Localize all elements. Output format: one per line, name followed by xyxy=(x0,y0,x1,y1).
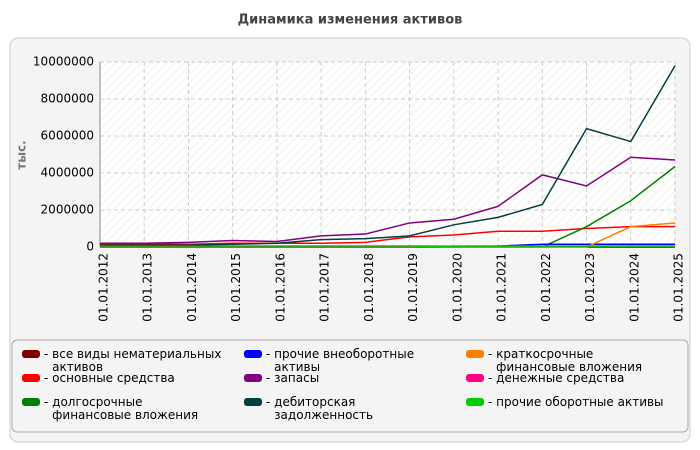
legend-swatch xyxy=(22,374,40,382)
legend-swatch xyxy=(466,398,484,406)
x-tick-label: 01.01.2024 xyxy=(627,253,641,322)
legend-label: прочие внеоборотные активы xyxy=(274,347,415,374)
legend-dash: - xyxy=(266,395,275,409)
x-tick-label: 01.01.2013 xyxy=(141,253,155,322)
legend-dash: - xyxy=(488,395,497,409)
legend-label: все виды нематериальных активов xyxy=(52,347,222,374)
legend-label: основные средства xyxy=(52,371,175,385)
legend-item: - денежные средства xyxy=(466,372,671,385)
legend-item: - прочие внеоборотные активы xyxy=(244,348,444,374)
legend-dash: - xyxy=(44,371,53,385)
legend-item: - долгосрочные финансовые вложения xyxy=(22,396,222,422)
plot-area xyxy=(100,62,675,247)
legend-item: - все виды нематериальных активов xyxy=(22,348,222,374)
chart-title: Динамика изменения активов xyxy=(238,13,463,28)
y-tick-label: 10000000 xyxy=(33,55,94,69)
y-tick-label: 2000000 xyxy=(41,203,94,217)
legend-dash: - xyxy=(266,371,275,385)
legend-swatch xyxy=(244,398,262,406)
x-tick-label: 01.01.2016 xyxy=(273,253,287,322)
legend-swatch xyxy=(244,350,262,358)
legend-item: - основные средства xyxy=(22,372,222,385)
legend-box xyxy=(11,339,689,433)
legend-dash: - xyxy=(488,347,497,361)
x-tick-label: 01.01.2012 xyxy=(97,253,111,322)
legend-swatch xyxy=(244,374,262,382)
x-tick-label: 01.01.2022 xyxy=(539,253,553,322)
y-tick-label: 6000000 xyxy=(41,129,94,143)
legend-item: - краткосрочные финансовые вложения xyxy=(466,348,671,374)
x-tick-label: 01.01.2015 xyxy=(229,253,243,322)
legend-swatch xyxy=(466,374,484,382)
legend-dash: - xyxy=(266,347,275,361)
legend-dash: - xyxy=(44,347,53,361)
y-axis-label: тыс. xyxy=(15,140,29,169)
x-tick-label: 01.01.2018 xyxy=(362,253,376,322)
legend-dash: - xyxy=(44,395,53,409)
series-line xyxy=(100,225,675,245)
series-line xyxy=(100,245,675,248)
series-line xyxy=(100,156,676,245)
legend-swatch xyxy=(22,398,40,406)
x-tick-label: 01.01.2014 xyxy=(185,253,199,322)
y-tick-label: 4000000 xyxy=(41,166,94,180)
x-tick-label: 01.01.2019 xyxy=(406,253,420,322)
legend-item: - запасы xyxy=(244,372,444,385)
legend-swatch xyxy=(22,350,40,358)
legend-item: - прочие оборотные активы xyxy=(466,396,671,409)
legend-item: - дебиторская задолженность xyxy=(244,396,444,422)
legend-dash: - xyxy=(488,371,497,385)
legend-swatch xyxy=(466,350,484,358)
legend-label: долгосрочные финансовые вложения xyxy=(52,395,199,422)
x-tick-label: 01.01.2023 xyxy=(583,253,597,322)
x-tick-label: 01.01.2020 xyxy=(450,253,464,322)
y-tick-label: 8000000 xyxy=(41,92,94,106)
legend-label: краткосрочные финансовые вложения xyxy=(496,347,643,374)
series-line xyxy=(100,65,676,246)
legend-label: денежные средства xyxy=(496,371,625,385)
legend-label: прочие оборотные активы xyxy=(496,395,664,409)
legend-label: дебиторская задолженность xyxy=(274,395,374,422)
y-tick-label: 0 xyxy=(86,240,94,254)
legend-label: запасы xyxy=(274,371,320,385)
x-tick-label: 01.01.2021 xyxy=(495,253,509,322)
x-tick-label: 01.01.2025 xyxy=(672,253,686,322)
x-tick-label: 01.01.2017 xyxy=(318,253,332,322)
